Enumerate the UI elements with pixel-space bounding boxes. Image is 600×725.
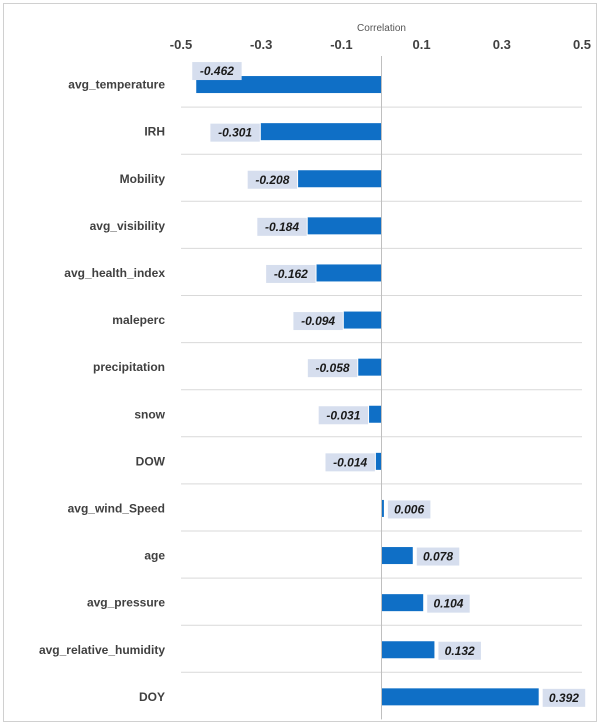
x-tick-label: 0.1 [413,37,431,52]
data-label-text: 0.392 [549,691,579,705]
data-label: -0.184 [257,217,307,236]
category-label: avg_temperature [68,78,165,92]
category-label: age [144,549,165,563]
data-label: 0.006 [387,500,431,519]
category-label: avg_wind_Speed [68,501,165,515]
bar [358,358,382,376]
data-label: 0.078 [416,547,460,566]
data-label: -0.162 [266,264,316,283]
category-label: Mobility [120,172,166,186]
category-label: maleperc [112,313,165,327]
data-label-background [416,547,460,566]
data-label-background [257,217,307,236]
data-label-text: -0.058 [316,361,350,375]
data-label: -0.094 [293,312,343,331]
data-label: -0.014 [325,453,375,472]
data-label-background [307,359,358,378]
data-label-background [387,500,431,519]
data-label-text: 0.006 [394,502,424,516]
data-label-background [293,312,343,331]
chart-frame [3,3,597,722]
bar [369,405,382,423]
bar [316,264,382,282]
data-label-background [210,123,260,142]
data-label-background [542,688,586,707]
data-label: -0.058 [307,359,358,378]
data-label-text: -0.184 [265,220,299,234]
category-label: avg_health_index [64,266,165,280]
data-label-background [427,594,470,613]
data-label-background [192,62,242,81]
data-label: 0.132 [438,641,481,660]
data-label: -0.301 [210,123,260,142]
data-label-text: 0.104 [433,597,463,611]
data-label-background [266,264,316,283]
category-label: avg_relative_humidity [39,643,165,657]
x-tick-label: -0.3 [250,37,272,52]
bar [343,311,382,329]
data-label-background [438,641,481,660]
category-label: avg_pressure [87,596,165,610]
bar [375,452,382,470]
data-label: -0.031 [318,406,369,425]
data-label: -0.462 [192,62,242,81]
category-label: avg_visibility [90,219,166,233]
bar [381,499,384,517]
bar [260,123,382,141]
data-label-text: -0.462 [200,64,234,78]
data-label-text: -0.301 [218,126,252,140]
data-label-text: 0.078 [423,550,453,564]
category-label: precipitation [93,360,165,374]
data-labels: -0.462 -0.301 -0.208 -0.184 -0.162 -0.094 -0.0… [192,62,586,707]
bar [196,76,382,94]
x-tick-label: 0.5 [573,37,591,52]
category-label: DOY [139,690,165,704]
data-label-text: -0.014 [333,455,367,469]
category-labels: avg_temperature IRH Mobility avg_visibility… [39,78,166,704]
bar [298,170,382,188]
bar [381,594,424,612]
data-label: 0.392 [542,688,586,707]
data-label: -0.208 [247,170,298,189]
category-label: IRH [144,125,165,139]
x-tick-label: 0.3 [493,37,511,52]
data-label-text: -0.208 [255,173,289,187]
x-axis-ticks: -0.5 -0.3 -0.1 0.1 0.3 0.5 [170,37,591,52]
x-tick-label: -0.5 [170,37,192,52]
category-label: snow [134,407,165,421]
category-label: DOW [136,454,166,468]
x-tick-label: -0.1 [330,37,352,52]
bar [381,547,413,565]
data-label-text: -0.162 [274,267,308,281]
bar [307,217,382,235]
data-label-text: -0.031 [326,408,360,422]
bars [196,76,539,706]
data-label-background [247,170,298,189]
data-label-background [325,453,375,472]
data-label: 0.104 [427,594,470,613]
data-label-text: -0.094 [301,314,335,328]
x-axis-title: Correlation [357,23,406,34]
data-label-background [318,406,369,425]
bar [381,688,539,706]
data-label-text: 0.132 [445,644,475,658]
bar [381,641,435,659]
